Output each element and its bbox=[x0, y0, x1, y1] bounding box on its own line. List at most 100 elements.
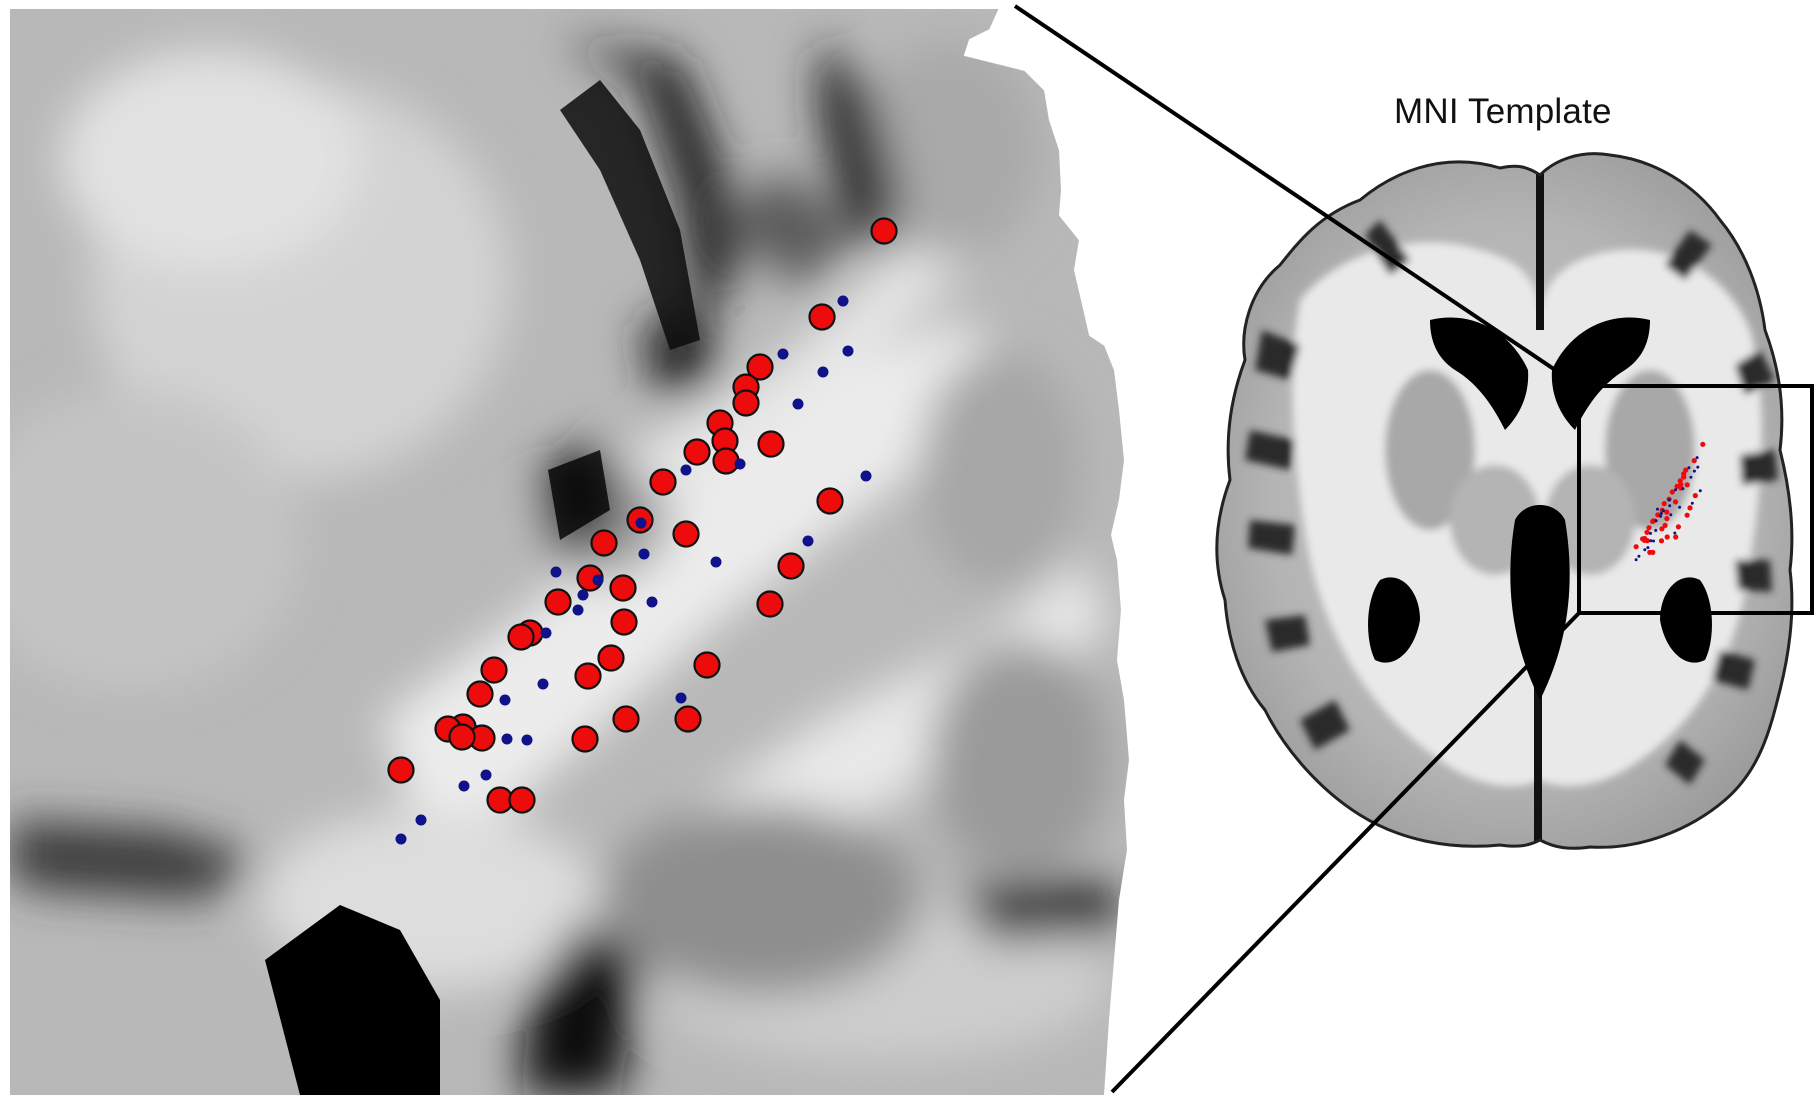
connector-line-bottom bbox=[1110, 611, 1581, 1094]
contact-blue bbox=[646, 596, 658, 608]
connector-line-top bbox=[1013, 4, 1581, 388]
template-contact-blue bbox=[1643, 548, 1647, 552]
template-contact-blue bbox=[1667, 498, 1671, 502]
contact-red bbox=[448, 723, 476, 751]
contact-red bbox=[508, 786, 536, 814]
contact-blue bbox=[860, 470, 872, 482]
contact-blue bbox=[792, 398, 804, 410]
contact-red bbox=[609, 574, 637, 602]
template-contact-red bbox=[1658, 538, 1665, 544]
template-contact-red bbox=[1684, 512, 1690, 518]
template-contact-blue bbox=[1656, 507, 1659, 511]
contact-red bbox=[683, 438, 711, 466]
template-contact-blue bbox=[1698, 489, 1702, 493]
template-contact-red bbox=[1692, 493, 1698, 499]
template-contact-blue bbox=[1690, 501, 1694, 505]
contact-red bbox=[507, 623, 535, 651]
contact-blue bbox=[734, 458, 746, 470]
contact-blue bbox=[499, 694, 511, 706]
contact-red bbox=[746, 353, 774, 381]
contact-blue bbox=[537, 678, 549, 690]
template-contact-blue bbox=[1659, 514, 1663, 518]
template-contact-red bbox=[1684, 482, 1690, 488]
zoomed-mri-panel bbox=[10, 8, 1130, 1095]
contact-blue bbox=[395, 833, 407, 845]
template-contact-blue bbox=[1659, 512, 1663, 515]
template-contact-red bbox=[1691, 458, 1697, 464]
contact-red bbox=[756, 590, 784, 618]
contact-blue bbox=[501, 733, 513, 745]
contact-blue bbox=[842, 345, 854, 357]
template-contact-blue bbox=[1692, 469, 1696, 473]
contact-blue bbox=[777, 348, 789, 360]
contact-red bbox=[610, 608, 638, 636]
template-contact-blue bbox=[1695, 456, 1699, 460]
contact-blue bbox=[592, 574, 604, 586]
contact-blue bbox=[802, 535, 814, 547]
electrode-contacts-zoomed bbox=[387, 217, 898, 845]
zoom-region-box bbox=[1577, 384, 1814, 615]
contact-red bbox=[674, 705, 702, 733]
contact-blue bbox=[638, 548, 650, 560]
template-contact-red bbox=[1664, 516, 1670, 522]
contact-blue bbox=[521, 734, 533, 746]
contact-red bbox=[574, 662, 602, 690]
contact-red bbox=[480, 656, 508, 684]
template-contact-red bbox=[1687, 505, 1693, 511]
contact-red bbox=[757, 430, 785, 458]
contact-blue bbox=[550, 566, 562, 578]
template-contact-red bbox=[1644, 529, 1650, 535]
template-contact-red bbox=[1672, 499, 1679, 505]
contact-blue bbox=[572, 604, 584, 616]
template-contact-blue bbox=[1634, 558, 1638, 562]
contact-red bbox=[597, 644, 625, 672]
contact-red bbox=[732, 389, 760, 417]
template-contact-red bbox=[1664, 534, 1670, 540]
template-contact-red bbox=[1646, 525, 1652, 531]
template-contact-red bbox=[1678, 481, 1684, 487]
template-contact-red bbox=[1664, 509, 1670, 515]
contact-blue bbox=[675, 692, 687, 704]
template-contact-blue bbox=[1673, 531, 1677, 535]
template-contact-blue bbox=[1654, 528, 1658, 532]
template-contact-blue bbox=[1637, 554, 1641, 558]
contact-red bbox=[693, 651, 721, 679]
template-contact-red bbox=[1681, 474, 1687, 480]
template-contact-red bbox=[1669, 489, 1675, 495]
contact-blue bbox=[540, 627, 552, 639]
template-contact-red bbox=[1700, 441, 1706, 447]
template-contact-red bbox=[1659, 526, 1665, 532]
template-contact-red bbox=[1674, 483, 1680, 489]
template-contact-blue bbox=[1649, 539, 1653, 543]
template-contact-blue bbox=[1689, 475, 1693, 479]
template-contact-red bbox=[1655, 512, 1661, 518]
template-contact-blue bbox=[1654, 519, 1658, 523]
template-contact-blue bbox=[1652, 539, 1655, 543]
contact-red bbox=[672, 520, 700, 548]
contact-red bbox=[612, 705, 640, 733]
contact-red bbox=[590, 529, 618, 557]
template-contact-red bbox=[1650, 518, 1656, 525]
template-contact-blue bbox=[1649, 531, 1652, 535]
template-contact-blue bbox=[1669, 513, 1673, 517]
template-contact-blue bbox=[1646, 546, 1650, 550]
template-contact-blue bbox=[1687, 466, 1691, 470]
contact-blue bbox=[635, 517, 647, 529]
template-contact-blue bbox=[1674, 488, 1677, 492]
mni-template-brain bbox=[1215, 152, 1794, 850]
template-label: MNI Template bbox=[1394, 92, 1612, 131]
template-contact-red bbox=[1633, 544, 1639, 550]
template-contact-red bbox=[1675, 524, 1681, 530]
contact-blue bbox=[415, 814, 427, 826]
contact-red bbox=[870, 217, 898, 245]
electrode-contacts-template bbox=[1633, 441, 1706, 562]
template-contact-blue bbox=[1681, 487, 1685, 491]
contact-red bbox=[649, 468, 677, 496]
contact-red bbox=[466, 680, 494, 708]
contact-red bbox=[571, 725, 599, 753]
contact-red bbox=[387, 756, 415, 784]
contact-blue bbox=[817, 366, 829, 378]
contact-blue bbox=[837, 295, 849, 307]
contact-blue bbox=[577, 589, 589, 601]
